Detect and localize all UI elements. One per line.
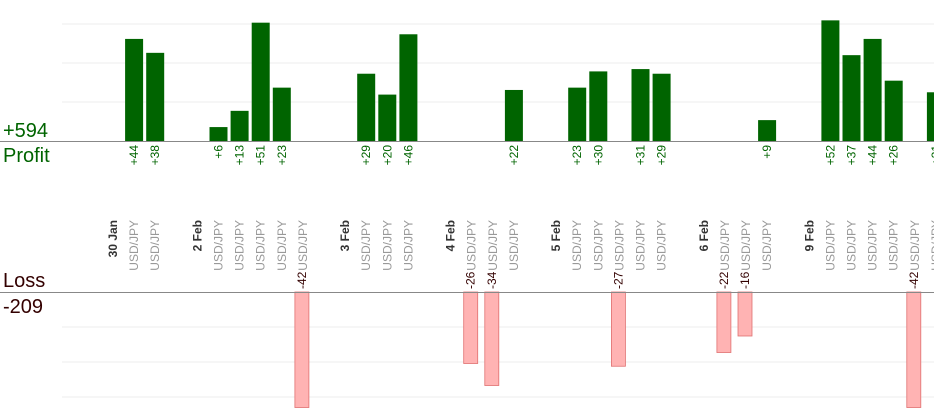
symbol-label: USD/JPY xyxy=(908,220,922,271)
symbol-label: USD/JPY xyxy=(739,220,753,271)
symbol-label: USD/JPY xyxy=(507,220,521,271)
date-label: 6 Feb xyxy=(697,220,711,251)
profit-value-label: +46 xyxy=(401,145,415,166)
symbol-label: USD/JPY xyxy=(275,220,289,271)
profit-bar xyxy=(251,22,270,141)
profit-bar xyxy=(821,20,840,141)
profit-value-label: +52 xyxy=(823,145,837,166)
profit-value-label: +37 xyxy=(845,145,859,166)
profit-value-label: +31 xyxy=(634,145,648,166)
profit-bar xyxy=(504,89,523,141)
profit-value-label: +23 xyxy=(275,145,289,166)
loss-value-label: -42 xyxy=(295,271,309,289)
profit-bar xyxy=(758,120,777,141)
profit-value-label: +44 xyxy=(866,145,880,166)
symbol-label: USD/JPY xyxy=(233,220,247,271)
profit-bar xyxy=(652,73,671,141)
loss-value-label: -27 xyxy=(611,271,625,289)
profit-value-label: +29 xyxy=(359,145,373,166)
symbol-label: USD/JPY xyxy=(929,220,934,271)
symbol-label: USD/JPY xyxy=(591,220,605,271)
date-label: 4 Feb xyxy=(444,220,458,251)
loss-bar xyxy=(716,291,732,353)
symbol-label: USD/JPY xyxy=(401,220,415,271)
symbol-label: USD/JPY xyxy=(465,220,479,271)
symbol-label: USD/JPY xyxy=(254,220,268,271)
profit-value-label: +22 xyxy=(507,145,521,166)
loss-value-label: -34 xyxy=(485,271,499,289)
symbol-label: USD/JPY xyxy=(718,220,732,271)
symbol-label: USD/JPY xyxy=(148,220,162,271)
loss-bar xyxy=(906,291,922,408)
symbol-label: USD/JPY xyxy=(866,220,880,271)
symbol-label: USD/JPY xyxy=(823,220,837,271)
profit-bar xyxy=(589,71,608,141)
loss-value-label: -42 xyxy=(907,271,921,289)
symbol-label: USD/JPY xyxy=(570,220,584,271)
loss-total: -209 xyxy=(3,296,43,318)
symbol-label: USD/JPY xyxy=(380,220,394,271)
profit-bar xyxy=(357,73,376,141)
symbol-label: USD/JPY xyxy=(634,220,648,271)
date-label: 9 Feb xyxy=(802,220,816,251)
loss-bar xyxy=(294,291,310,408)
loss-value-label: -16 xyxy=(738,271,752,289)
profit-bar xyxy=(399,34,418,141)
symbol-label: USD/JPY xyxy=(845,220,859,271)
symbol-label: USD/JPY xyxy=(655,220,669,271)
profit-value-label: +23 xyxy=(570,145,584,166)
symbol-label: USD/JPY xyxy=(486,220,500,271)
profit-value-label: +13 xyxy=(233,145,247,166)
profit-value-label: +26 xyxy=(887,145,901,166)
loss-bar xyxy=(463,291,479,364)
symbol-label: USD/JPY xyxy=(296,220,310,271)
profit-value-label: +51 xyxy=(254,145,268,166)
profit-bar xyxy=(568,87,587,141)
loss-label: Loss xyxy=(3,270,45,292)
profit-value-label: +44 xyxy=(127,145,141,166)
profit-bar xyxy=(378,94,397,141)
loss-bar xyxy=(737,291,753,337)
loss-value-label: -22 xyxy=(717,271,731,289)
symbol-label: USD/JPY xyxy=(359,220,373,271)
profit-bar xyxy=(146,52,165,142)
profit-value-label: +38 xyxy=(148,145,162,166)
profit-bar xyxy=(842,55,861,141)
profit-value-label: +6 xyxy=(212,145,226,159)
profit-value-label: +29 xyxy=(655,145,669,166)
loss-bar xyxy=(611,291,626,367)
symbol-label: USD/JPY xyxy=(612,220,626,271)
symbol-label: USD/JPY xyxy=(212,220,226,271)
profit-label-text: Profit xyxy=(3,145,50,167)
date-label: 5 Feb xyxy=(549,220,563,251)
loss-bar xyxy=(484,291,500,386)
symbol-label: USD/JPY xyxy=(760,220,774,271)
profit-bar xyxy=(884,80,903,141)
profit-label: Profit xyxy=(3,145,50,167)
profit-value-label: +9 xyxy=(760,145,774,159)
profit-value-label: +21 xyxy=(929,145,934,166)
symbol-label: USD/JPY xyxy=(127,220,141,271)
profit-bar xyxy=(863,38,882,141)
profit-total: +594 xyxy=(3,120,48,142)
loss-label-text: Loss xyxy=(3,270,46,292)
profit-value-label: +30 xyxy=(591,145,605,166)
profit-bar xyxy=(926,92,934,141)
date-label: 2 Feb xyxy=(190,220,204,251)
profit-total-value: +594 xyxy=(3,120,49,142)
loss-value-label: -26 xyxy=(464,271,478,289)
profit-bar xyxy=(209,127,228,141)
profit-bar xyxy=(125,38,144,141)
date-label: 3 Feb xyxy=(338,220,352,251)
symbol-label: USD/JPY xyxy=(887,220,901,271)
profit-value-label: +20 xyxy=(380,145,394,166)
loss-total-value: -209 xyxy=(3,296,44,318)
profit-bar xyxy=(272,87,291,141)
profit-bar xyxy=(631,69,650,141)
date-label: 30 Jan xyxy=(106,220,120,257)
profit-bar xyxy=(230,110,249,141)
